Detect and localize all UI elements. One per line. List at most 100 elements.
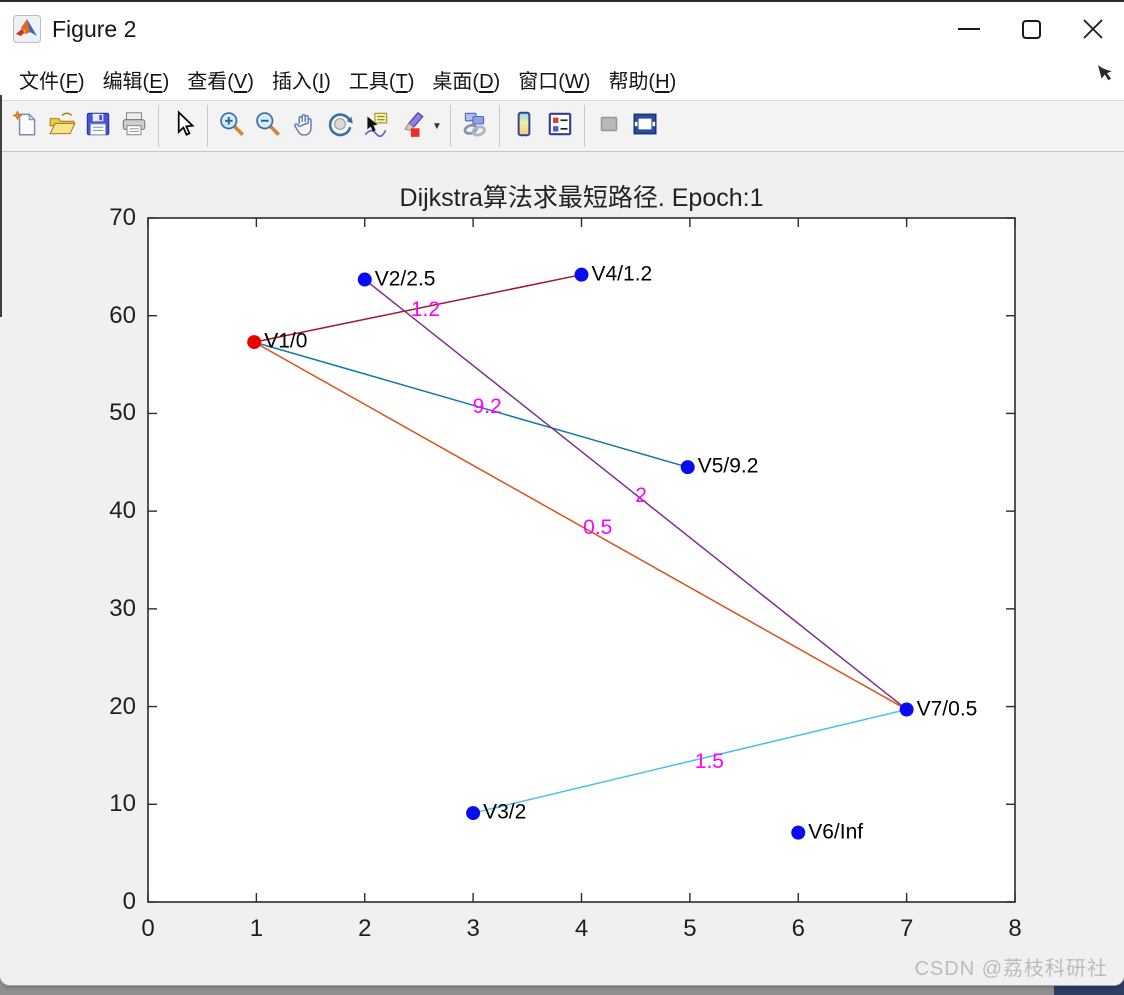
- node-label-V7: V7/0.5: [916, 697, 978, 721]
- x-tick-label-2: 2: [358, 915, 372, 942]
- pointer-button[interactable]: [165, 106, 201, 146]
- edge-V3-V7: [472, 708, 907, 814]
- node-V1: [247, 335, 262, 350]
- plot-area: [147, 217, 1016, 903]
- rotate-3d-button[interactable]: [322, 106, 358, 146]
- insert-colorbar-button[interactable]: [506, 106, 542, 146]
- y-tick-label-0: 0: [122, 888, 136, 915]
- mouse-arrow-icon: [1098, 65, 1112, 81]
- node-label-V2: V2/2.5: [374, 267, 436, 291]
- pan-icon: [289, 109, 319, 144]
- toolbar-separator: [207, 105, 208, 147]
- open-file-button[interactable]: [44, 106, 80, 146]
- insert-legend-icon: [545, 109, 575, 144]
- data-cursor-button[interactable]: [358, 106, 394, 146]
- x-tick-label-5: 5: [683, 915, 697, 942]
- menu-item-t[interactable]: 工具(T): [348, 70, 415, 93]
- menu-item-e[interactable]: 编辑(E): [102, 70, 170, 93]
- node-V3: [466, 806, 481, 821]
- y-tick-label-10: 10: [109, 790, 136, 818]
- print-figure-icon: [119, 109, 149, 144]
- matlab-logo-icon: [13, 15, 41, 43]
- node-label-V4: V4/1.2: [591, 262, 653, 286]
- y-tick-label-40: 40: [109, 497, 136, 525]
- x-tick-label-8: 8: [1008, 915, 1022, 942]
- brush-button[interactable]: [394, 106, 430, 146]
- menu-item-h[interactable]: 帮助(H): [608, 70, 677, 93]
- chart-title: Dijkstra算法求最短路径. Epoch:1: [399, 184, 764, 212]
- toolbar-separator: [499, 105, 500, 147]
- x-tick-label-1: 1: [249, 915, 264, 942]
- save-figure-button[interactable]: [80, 106, 116, 146]
- node-V4: [574, 267, 589, 282]
- y-tick-label-20: 20: [109, 692, 136, 720]
- node-label-V6: V6/Inf: [808, 820, 864, 844]
- edge-V1-V4: [254, 273, 582, 343]
- edge-V1-V7: [253, 341, 907, 711]
- edge-weight-V3-V7: 1.5: [694, 750, 724, 774]
- axes-box: [147, 217, 1016, 903]
- edge-weight-V2-V7: 2: [635, 483, 647, 507]
- menu-bar: 文件(F) 编辑(E) 查看(V) 插入(I) 工具(T) 桌面(D) 窗口(W) 帮助(H): [0, 58, 1124, 100]
- insert-legend-button[interactable]: [542, 106, 578, 146]
- hide-plot-tools-button[interactable]: [591, 106, 627, 146]
- zoom-in-icon: [217, 109, 247, 144]
- x-tick-label-0: 0: [141, 915, 155, 942]
- node-label-V3: V3/2: [483, 800, 527, 824]
- y-tick-label-60: 60: [109, 301, 136, 329]
- node-V7: [899, 702, 914, 717]
- hide-plot-tools-icon: [594, 109, 624, 144]
- close-icon: [1083, 19, 1103, 39]
- dock-figure-button[interactable]: [627, 106, 663, 146]
- node-label-V5: V5/9.2: [697, 454, 759, 478]
- print-figure-button[interactable]: [116, 106, 152, 146]
- title-bar: Figure 2: [0, 0, 1124, 58]
- edge-weight-V1-V5: 9.2: [472, 394, 502, 418]
- new-figure-button[interactable]: [8, 106, 44, 146]
- pointer-icon: [168, 109, 198, 144]
- edge-V2-V7: [364, 278, 908, 711]
- link-plot-button[interactable]: [457, 106, 493, 146]
- pan-button[interactable]: [286, 106, 322, 146]
- edge-weight-V1-V7: 0.5: [583, 515, 613, 539]
- watermark: CSDN @荔枝科研社: [914, 958, 1108, 980]
- data-cursor-icon: [361, 109, 391, 144]
- minimize-button[interactable]: [938, 7, 1000, 51]
- window-title: Figure 2: [52, 15, 137, 42]
- background-window-edge: [0, 95, 2, 317]
- dock-figure-icon: [630, 109, 660, 144]
- node-V2: [357, 272, 372, 287]
- open-file-icon: [47, 109, 77, 144]
- zoom-in-button[interactable]: [214, 106, 250, 146]
- edge-V1-V5: [253, 341, 688, 468]
- edge-weight-V1-V4: 1.2: [410, 297, 441, 321]
- x-tick-label-4: 4: [574, 915, 589, 942]
- menu-item-f[interactable]: 文件(F): [19, 70, 85, 93]
- menu-item-w[interactable]: 窗口(W): [518, 70, 591, 93]
- y-tick-label-50: 50: [109, 399, 136, 427]
- zoom-out-button[interactable]: [250, 106, 286, 146]
- maximize-button[interactable]: [1000, 7, 1062, 51]
- node-V6: [791, 825, 806, 840]
- new-figure-icon: [11, 109, 41, 144]
- x-tick-label-6: 6: [791, 915, 805, 942]
- save-figure-icon: [83, 109, 113, 144]
- toolbar: ▼: [0, 100, 1124, 152]
- menu-item-d[interactable]: 桌面(D): [432, 70, 501, 93]
- zoom-out-icon: [253, 109, 283, 144]
- menu-item-i[interactable]: 插入(I): [271, 70, 331, 93]
- minimize-icon: [958, 28, 980, 30]
- node-V5: [680, 460, 695, 475]
- toolbar-separator: [158, 105, 159, 147]
- close-button[interactable]: [1062, 7, 1124, 51]
- node-label-V1: V1/0: [264, 329, 308, 353]
- menu-item-v[interactable]: 查看(V): [187, 70, 254, 93]
- rotate-3d-icon: [325, 109, 355, 144]
- y-tick-label-70: 70: [109, 204, 136, 231]
- brush-dropdown-arrow[interactable]: ▼: [432, 120, 442, 132]
- insert-colorbar-icon: [509, 109, 539, 144]
- toolbar-separator: [584, 105, 585, 147]
- figure-canvas: Dijkstra算法求最短路径. Epoch:1 0 1 2 3 4 5 6 7 8 0 10 20 3…: [0, 152, 1124, 985]
- y-tick-label-30: 30: [109, 594, 136, 622]
